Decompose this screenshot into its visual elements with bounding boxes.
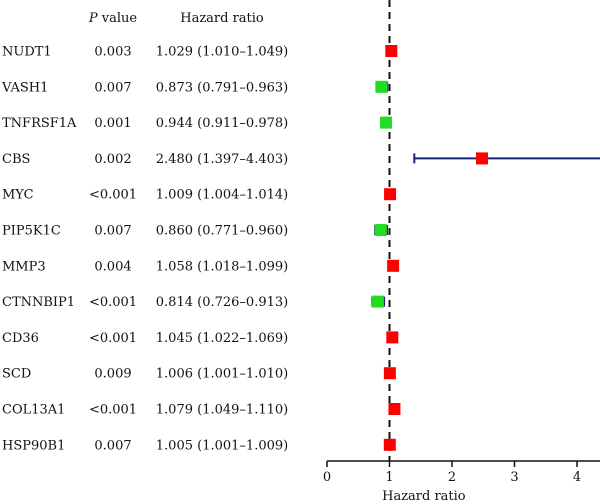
hazard-ratio-label: 1.005 (1.001–1.009) [156,438,288,453]
table-rows: NUDT1 0.003 1.029 (1.010–1.049) VASH1 0.007 0… [1,45,288,454]
pvalue-header: P value [88,11,138,26]
pvalue-label: 0.002 [94,152,131,167]
gene-label: MMP3 [2,259,46,274]
hr-marker [386,331,399,344]
hr-marker [387,259,400,272]
gene-label: CBS [2,152,30,167]
pvalue-label: 0.007 [94,438,131,453]
x-axis-label: Hazard ratio [382,489,466,504]
gene-label: MYC [2,188,34,203]
pvalue-label: <0.001 [89,295,137,310]
gene-label: TNFRSF1A [2,116,77,131]
pvalue-label: <0.001 [89,403,137,418]
hr-marker [374,224,387,236]
pvalue-label: 0.001 [94,116,131,131]
hr-marker [476,152,488,165]
hazard-ratio-label: 1.045 (1.022–1.069) [156,331,288,346]
gene-label: NUDT1 [2,45,52,60]
hazard-ratio-label: 1.009 (1.004–1.014) [156,188,288,203]
gene-label: CTNNBIP1 [2,295,75,310]
hazard-ratio-label: 1.058 (1.018–1.099) [156,259,288,274]
x-tick-label: 2 [448,470,456,485]
hazard-ratio-label: 0.860 (0.771–0.960) [156,224,288,239]
plot-area [371,0,600,461]
gene-label: CD36 [2,331,39,346]
x-axis: Hazard ratio 0 1 2 3 4 [323,460,600,504]
gene-label: COL13A1 [2,403,65,418]
pvalue-label: 0.003 [94,45,131,60]
pvalue-header-prefix: P [88,11,98,26]
hr-marker [375,80,388,93]
hazard-ratio-label: 0.944 (0.911–0.978) [156,116,288,131]
hazard-ratio-label: 1.029 (1.010–1.049) [156,45,288,60]
gene-label: VASH1 [1,80,48,95]
pvalue-label: <0.001 [89,331,137,346]
pvalue-label: 0.007 [94,224,131,239]
hazard-ratio-header: Hazard ratio [180,11,264,26]
hazard-ratio-label: 2.480 (1.397–4.403) [156,152,288,167]
pvalue-label: 0.009 [94,367,131,382]
pvalue-label: <0.001 [89,188,137,203]
gene-label: SCD [2,367,31,382]
x-tick-label: 0 [323,470,331,485]
hr-marker [385,45,398,57]
hazard-ratio-label: 0.814 (0.726–0.913) [156,295,288,310]
hr-marker [383,367,396,380]
hazard-ratio-label: 1.006 (1.001–1.010) [156,367,288,382]
hazard-ratio-label: 0.873 (0.791–0.963) [156,80,288,95]
x-tick-label: 1 [385,470,393,485]
hr-marker [371,295,384,308]
pvalue-label: 0.004 [94,259,131,274]
hr-marker [383,438,396,451]
hr-marker [384,188,397,201]
pvalue-label: 0.007 [94,80,131,95]
x-tick-label: 4 [573,470,581,485]
gene-label: HSP90B1 [2,438,65,453]
hazard-ratio-label: 1.079 (1.049–1.110) [156,403,288,418]
hr-marker [388,403,401,415]
x-tick-label: 3 [510,470,518,485]
gene-label: PIP5K1C [2,224,61,239]
hr-marker [380,116,392,129]
pvalue-header-suffix: value [98,11,138,26]
